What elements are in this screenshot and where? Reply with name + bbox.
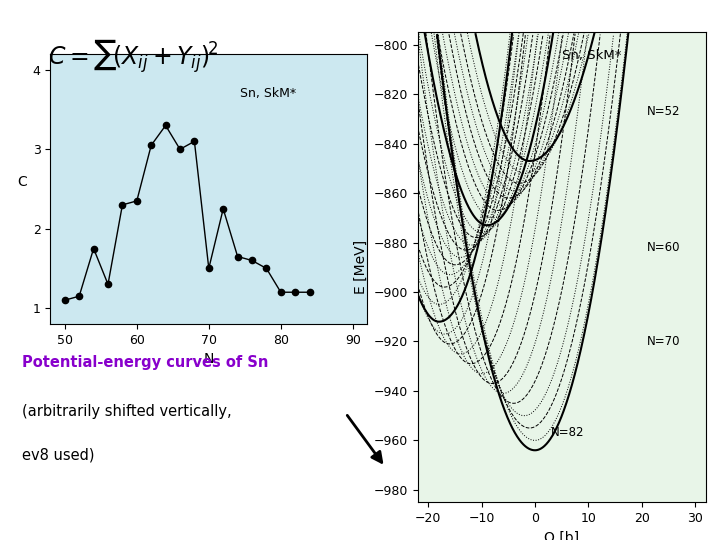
Text: N=70: N=70 [647, 335, 680, 348]
Text: Potential-energy curves of Sn: Potential-energy curves of Sn [22, 355, 268, 370]
Text: $\mathit{C} = \sum\!\left(\mathit{X}_{ij} + \mathit{Y}_{ij}\right)^{\!2}$: $\mathit{C} = \sum\!\left(\mathit{X}_{ij… [48, 38, 218, 76]
X-axis label: N: N [204, 352, 214, 366]
Text: N=60: N=60 [647, 241, 680, 254]
Text: ev8 used): ev8 used) [22, 447, 94, 462]
Text: Sn, SkM*: Sn, SkM* [562, 49, 621, 62]
Y-axis label: C: C [17, 175, 27, 189]
Text: N=82: N=82 [551, 427, 585, 440]
Text: Sn, SkM*: Sn, SkM* [240, 87, 297, 100]
Text: (arbitrarily shifted vertically,: (arbitrarily shifted vertically, [22, 404, 231, 419]
X-axis label: Q [b]: Q [b] [544, 530, 579, 540]
Y-axis label: E [MeV]: E [MeV] [354, 240, 368, 294]
Text: N=52: N=52 [647, 105, 680, 118]
